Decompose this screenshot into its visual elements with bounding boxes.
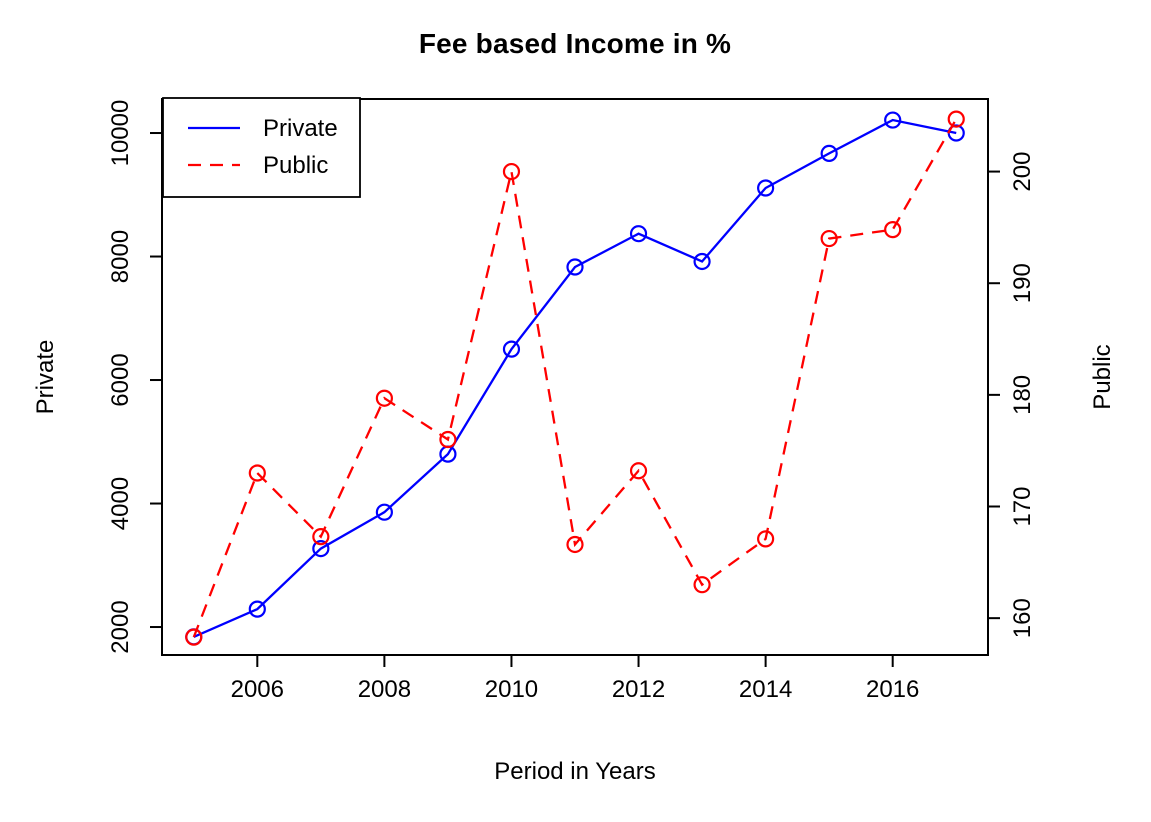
marker-public bbox=[502, 162, 521, 181]
y-tick-label-right: 190 bbox=[1009, 263, 1036, 303]
x-tick-label: 2012 bbox=[612, 676, 665, 703]
marker-public bbox=[693, 576, 711, 594]
legend-label-public: Public bbox=[263, 152, 328, 179]
y-tick-label-right: 170 bbox=[1009, 486, 1036, 526]
y-tick-label-left: 2000 bbox=[107, 600, 134, 653]
legend-label-private: Private bbox=[263, 115, 338, 142]
y-tick-label-left: 8000 bbox=[107, 230, 134, 283]
marker-public bbox=[884, 221, 902, 239]
marker-public bbox=[820, 229, 838, 248]
marker-public bbox=[185, 628, 203, 646]
x-tick-label: 2008 bbox=[358, 676, 411, 703]
x-tick-label: 2014 bbox=[739, 676, 792, 703]
marker-public bbox=[947, 110, 965, 128]
series-line-public bbox=[192, 118, 958, 638]
marker-public bbox=[248, 464, 266, 482]
marker-public bbox=[439, 430, 457, 449]
x-tick-label: 2006 bbox=[231, 676, 284, 703]
x-tick-label: 2010 bbox=[485, 676, 538, 703]
marker-public bbox=[375, 389, 393, 407]
marker-private bbox=[312, 540, 330, 558]
y-tick-label-left: 4000 bbox=[107, 477, 134, 530]
marker-private bbox=[375, 503, 393, 521]
marker-private bbox=[502, 340, 521, 358]
marker-private bbox=[757, 179, 775, 197]
y-tick-label-right: 180 bbox=[1009, 375, 1036, 415]
marker-private bbox=[693, 252, 711, 271]
marker-public bbox=[757, 530, 775, 548]
x-tick-label: 2016 bbox=[866, 676, 919, 703]
series-line-private bbox=[193, 118, 957, 638]
y-tick-label-right: 200 bbox=[1009, 152, 1036, 192]
marker-public bbox=[629, 462, 648, 480]
x-axis-label: Period in Years bbox=[494, 758, 656, 785]
legend-box bbox=[162, 97, 361, 198]
plot-border bbox=[161, 98, 989, 656]
marker-public bbox=[566, 535, 584, 554]
chart-title: Fee based Income in % bbox=[418, 28, 732, 59]
marker-private bbox=[248, 600, 266, 618]
marker-private bbox=[820, 144, 838, 163]
y-tick-label-left: 10000 bbox=[107, 100, 134, 167]
marker-public bbox=[312, 528, 330, 546]
marker-private bbox=[884, 111, 902, 129]
y-tick-label-right: 160 bbox=[1009, 598, 1036, 638]
marker-private bbox=[566, 258, 584, 276]
y-tick-label-left: 6000 bbox=[107, 353, 134, 406]
marker-private bbox=[629, 225, 648, 243]
